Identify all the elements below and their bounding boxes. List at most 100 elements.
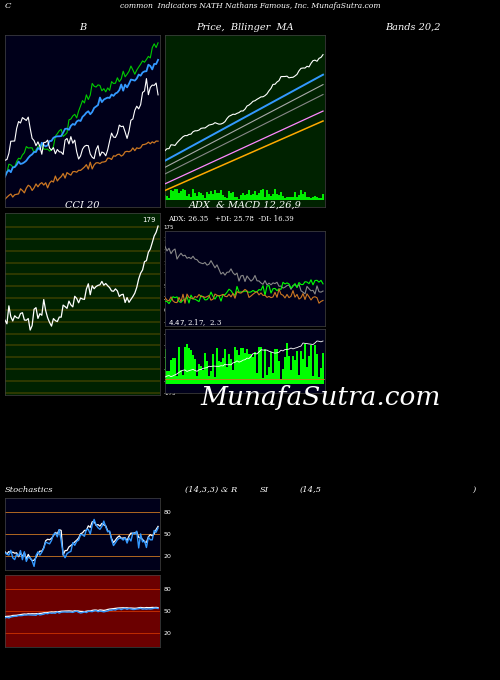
Bar bbox=[270, 196, 272, 201]
Bar bbox=[196, 197, 198, 201]
Bar bbox=[164, 350, 166, 384]
Bar bbox=[288, 356, 290, 384]
Text: Stochastics: Stochastics bbox=[5, 486, 54, 494]
Bar bbox=[318, 198, 320, 201]
Bar bbox=[284, 357, 286, 384]
Bar bbox=[202, 370, 204, 384]
Bar bbox=[172, 358, 174, 384]
Bar bbox=[314, 196, 316, 201]
Bar bbox=[198, 192, 200, 201]
Bar bbox=[302, 360, 304, 384]
Bar bbox=[314, 345, 316, 384]
Bar bbox=[210, 191, 212, 201]
Bar bbox=[200, 192, 202, 201]
Bar bbox=[242, 347, 244, 384]
Text: ADX  & MACD 12,26,9: ADX & MACD 12,26,9 bbox=[188, 201, 302, 210]
Text: $4.47,  $2.17,  2.3: $4.47, $2.17, 2.3 bbox=[168, 317, 222, 328]
Bar bbox=[190, 197, 192, 201]
Bar bbox=[310, 345, 312, 384]
Bar bbox=[296, 197, 298, 201]
Bar bbox=[234, 347, 236, 384]
Bar bbox=[292, 356, 294, 384]
Text: B: B bbox=[79, 23, 86, 32]
Bar bbox=[186, 344, 188, 384]
Bar bbox=[180, 191, 182, 201]
Bar bbox=[298, 375, 300, 384]
Bar bbox=[250, 195, 252, 201]
Bar bbox=[268, 367, 270, 384]
Text: common  Indicators NATH Nathans Famous, Inc. MunafaSutra.com: common Indicators NATH Nathans Famous, I… bbox=[120, 2, 380, 10]
Bar bbox=[236, 197, 238, 201]
Bar bbox=[182, 189, 184, 201]
Bar bbox=[270, 352, 272, 384]
Bar bbox=[192, 189, 194, 201]
Bar bbox=[216, 193, 218, 201]
Bar bbox=[308, 356, 310, 384]
Bar bbox=[180, 369, 182, 384]
Bar bbox=[198, 364, 200, 384]
Bar bbox=[262, 189, 264, 201]
Bar bbox=[276, 194, 278, 201]
Bar bbox=[254, 352, 256, 384]
Bar bbox=[240, 348, 242, 384]
Bar bbox=[208, 376, 210, 384]
Bar bbox=[214, 190, 216, 201]
Bar bbox=[194, 359, 196, 384]
Bar bbox=[184, 190, 186, 201]
Bar bbox=[260, 190, 262, 201]
Bar bbox=[220, 362, 222, 384]
Bar bbox=[280, 379, 282, 384]
Bar bbox=[322, 194, 324, 201]
Bar bbox=[218, 193, 220, 201]
Bar bbox=[252, 194, 254, 201]
Bar bbox=[320, 197, 322, 201]
Bar bbox=[316, 354, 318, 384]
Bar bbox=[280, 192, 282, 201]
Bar bbox=[262, 378, 264, 384]
Bar bbox=[178, 193, 180, 201]
Bar bbox=[264, 349, 266, 384]
Bar bbox=[176, 189, 178, 201]
Bar bbox=[294, 360, 296, 384]
Bar bbox=[178, 347, 180, 384]
Bar bbox=[286, 197, 288, 201]
Bar bbox=[220, 190, 222, 201]
Bar bbox=[186, 197, 188, 201]
Bar bbox=[172, 190, 174, 201]
Bar bbox=[230, 358, 232, 384]
Bar bbox=[228, 354, 230, 384]
Bar bbox=[174, 189, 176, 201]
Bar bbox=[318, 377, 320, 384]
Bar bbox=[266, 375, 268, 384]
Bar bbox=[204, 353, 206, 384]
Bar bbox=[170, 360, 172, 384]
Bar bbox=[228, 191, 230, 201]
Bar bbox=[320, 369, 322, 384]
Text: (14,5: (14,5 bbox=[300, 486, 322, 494]
Bar bbox=[316, 197, 318, 201]
Bar bbox=[244, 354, 246, 384]
Bar bbox=[286, 343, 288, 384]
Bar bbox=[224, 197, 226, 201]
Bar bbox=[244, 195, 246, 201]
Bar bbox=[300, 352, 302, 384]
Bar bbox=[246, 194, 248, 201]
Bar bbox=[188, 194, 190, 201]
Bar bbox=[236, 350, 238, 384]
Bar bbox=[194, 192, 196, 201]
Bar bbox=[308, 197, 310, 201]
Bar bbox=[310, 199, 312, 201]
Bar bbox=[206, 192, 208, 201]
Bar bbox=[232, 192, 234, 201]
Bar bbox=[248, 190, 250, 201]
Bar bbox=[258, 192, 260, 201]
Bar bbox=[240, 195, 242, 201]
Text: ): ) bbox=[472, 486, 475, 494]
Bar bbox=[226, 367, 228, 384]
Bar bbox=[192, 356, 194, 384]
Bar bbox=[250, 354, 252, 384]
Bar bbox=[298, 195, 300, 201]
Bar bbox=[222, 358, 224, 384]
Bar bbox=[252, 357, 254, 384]
Bar bbox=[258, 347, 260, 384]
